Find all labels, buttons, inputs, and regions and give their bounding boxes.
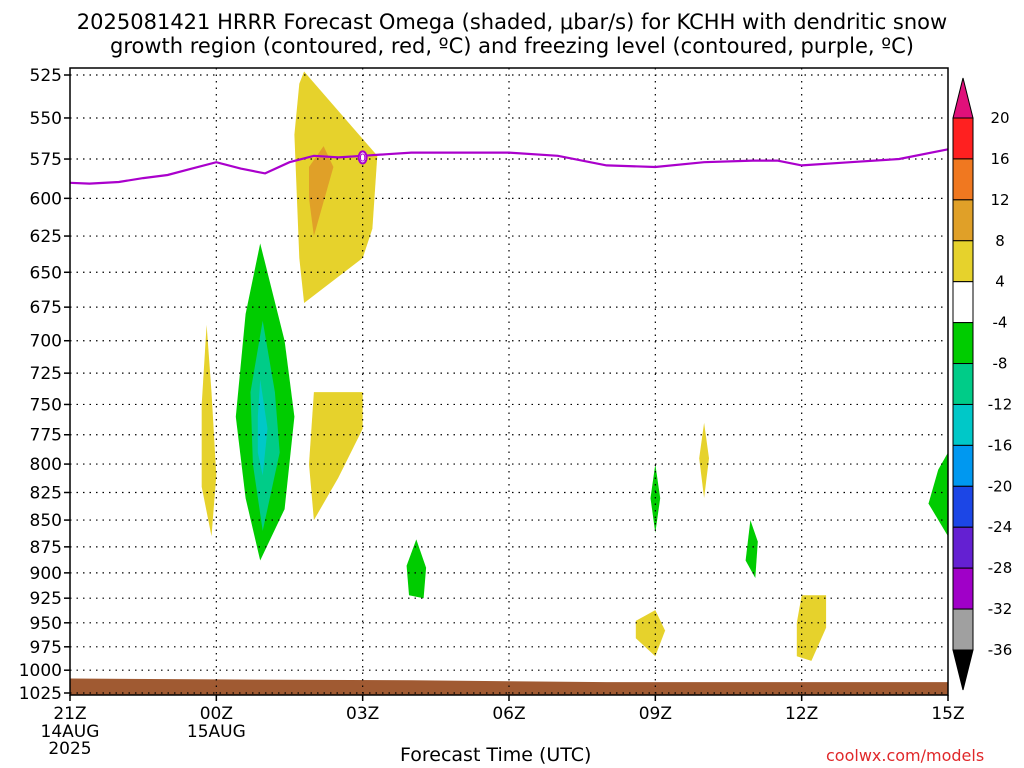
colorbar-label-10: -24 xyxy=(988,518,1013,536)
freezing-level-label-bg xyxy=(357,150,368,165)
colorbar-segment-12 xyxy=(952,608,974,651)
x-tick-label-00Z: 00Z xyxy=(200,704,233,724)
colorbar-segment-4 xyxy=(952,281,974,324)
colorbar-label-8: -16 xyxy=(988,436,1013,454)
colorbar-top-arrow xyxy=(952,77,974,119)
y-tick-label-550: 550 xyxy=(30,109,62,129)
y-tick-label-775: 775 xyxy=(30,426,62,446)
y-tick-label-525: 525 xyxy=(30,66,62,86)
omega-shading-layer xyxy=(201,71,948,661)
colorbar-label-9: -20 xyxy=(988,477,1013,495)
x-tick-label-21Z: 21Z xyxy=(53,704,86,724)
colorbar-label-13: -36 xyxy=(988,641,1013,659)
colorbar-label-11: -28 xyxy=(988,559,1013,577)
colorbar: 20 16 12 8 4 -4 -8 -12 -16 -20 -24 -28 -32 -36 xyxy=(952,77,1013,691)
y-tick-label-975: 975 xyxy=(30,638,62,658)
freezing-level-line xyxy=(69,148,949,185)
omega-region-12 xyxy=(796,595,827,661)
omega-region-9 xyxy=(635,610,666,657)
x-tick-label-12Z: 12Z xyxy=(785,704,818,724)
y-tick-label-800: 800 xyxy=(30,455,62,475)
y-tick-label-875: 875 xyxy=(30,538,62,558)
colorbar-bottom-arrow xyxy=(952,649,974,691)
y-tick-label-1025: 1025 xyxy=(19,684,62,704)
y-tick-label-675: 675 xyxy=(30,298,62,318)
y-tick-label-750: 750 xyxy=(30,395,62,415)
y-tick-label-925: 925 xyxy=(30,589,62,609)
colorbar-label-12: -32 xyxy=(988,600,1013,618)
omega-region-7 xyxy=(406,539,427,599)
y-tick-label-725: 725 xyxy=(30,364,62,384)
colorbar-label-5: -4 xyxy=(993,314,1008,332)
y-tick-label-950: 950 xyxy=(30,614,62,634)
y-tick-label-625: 625 xyxy=(30,227,62,247)
omega-region-1 xyxy=(309,146,334,236)
omega-region-5 xyxy=(257,379,268,476)
y-tick-label-575: 575 xyxy=(30,150,62,170)
omega-region-2 xyxy=(201,324,217,537)
colorbar-segment-5 xyxy=(952,322,974,365)
y-tick-label-1000: 1000 xyxy=(19,661,62,681)
x-axis-label: Forecast Time (UTC) xyxy=(400,744,592,766)
x-tick-label-15Z: 15Z xyxy=(931,704,964,724)
freezing-level-layer: 0 xyxy=(69,148,949,185)
colorbar-label-0: 20 xyxy=(990,109,1009,127)
omega-region-13 xyxy=(928,452,948,537)
colorbar-segment-7 xyxy=(952,403,974,446)
colorbar-segment-11 xyxy=(952,567,974,610)
omega-region-6 xyxy=(309,392,363,521)
colorbar-segment-2 xyxy=(952,199,974,242)
colorbar-label-4: 4 xyxy=(995,273,1005,291)
y-tick-label-825: 825 xyxy=(30,483,62,503)
x-tick-date-00Z: 15AUG xyxy=(187,722,246,742)
colorbar-segment-10 xyxy=(952,526,974,569)
y-tick-label-850: 850 xyxy=(30,511,62,531)
x-tick-label-09Z: 09Z xyxy=(639,704,672,724)
colorbar-label-7: -12 xyxy=(988,395,1013,413)
y-axis: 525 550 575 600 625 650 675 700 725 750 775 800 825 8… xyxy=(19,66,70,704)
y-tick-label-700: 700 xyxy=(30,332,62,352)
credit-link[interactable]: coolwx.com/models xyxy=(826,746,985,765)
chart-title-line-1: 2025081421 HRRR Forecast Omega (shaded, … xyxy=(76,10,948,34)
freezing-level-label: 0 xyxy=(359,151,366,164)
y-tick-label-650: 650 xyxy=(30,263,62,283)
y-tick-label-900: 900 xyxy=(30,564,62,584)
omega-region-11 xyxy=(745,520,758,578)
x-tick-date-21Z: 14AUG xyxy=(41,722,100,742)
chart-title-line-2: growth region (contoured, red, ºC) and f… xyxy=(110,34,914,58)
colorbar-segment-3 xyxy=(952,240,974,283)
omega-region-0 xyxy=(294,71,378,303)
grid-layer xyxy=(70,68,948,695)
colorbar-label-1: 16 xyxy=(990,150,1009,168)
colorbar-segment-8 xyxy=(952,444,974,487)
y-tick-label-600: 600 xyxy=(30,189,62,209)
colorbar-label-2: 12 xyxy=(990,191,1009,209)
colorbar-label-3: 8 xyxy=(995,232,1005,250)
omega-region-8 xyxy=(650,464,661,533)
x-tick-year-21Z: 2025 xyxy=(48,739,91,759)
colorbar-label-6: -8 xyxy=(993,355,1008,373)
colorbar-segment-6 xyxy=(952,363,974,405)
colorbar-segment-0 xyxy=(952,117,974,160)
colorbar-segment-9 xyxy=(952,485,974,528)
x-tick-label-03Z: 03Z xyxy=(346,704,379,724)
omega-region-10 xyxy=(699,422,709,499)
colorbar-segment-1 xyxy=(952,158,974,201)
x-tick-label-06Z: 06Z xyxy=(492,704,525,724)
